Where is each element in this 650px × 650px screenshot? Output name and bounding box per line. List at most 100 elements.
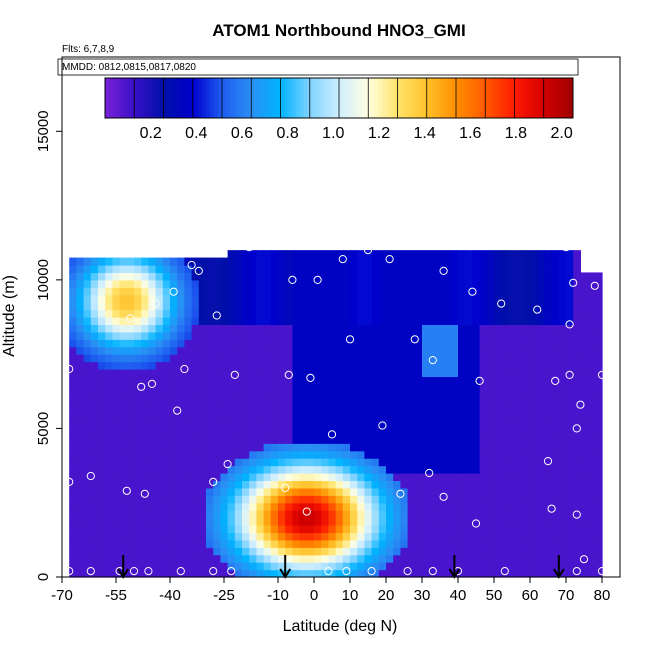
heatmap-cell bbox=[119, 287, 128, 296]
heatmap-cell bbox=[328, 309, 337, 318]
heatmap-cell bbox=[472, 517, 481, 526]
heatmap-cell bbox=[213, 294, 221, 303]
heatmap-cell bbox=[429, 465, 437, 474]
heatmap-cell bbox=[314, 569, 322, 578]
heatmap-cell bbox=[155, 398, 164, 407]
heatmap-cell bbox=[522, 450, 531, 459]
heatmap-cell bbox=[508, 398, 517, 407]
heatmap-cell bbox=[177, 435, 185, 444]
heatmap-cell bbox=[450, 309, 459, 318]
heatmap-cell bbox=[148, 569, 157, 578]
heatmap-cell bbox=[292, 502, 301, 511]
heatmap-cell bbox=[242, 331, 250, 340]
heatmap-cell bbox=[328, 376, 337, 385]
heatmap-cell bbox=[170, 391, 178, 400]
heatmap-cell bbox=[580, 554, 589, 563]
heatmap-cell bbox=[594, 339, 603, 348]
heatmap-cell bbox=[170, 413, 178, 422]
heatmap-cell bbox=[105, 279, 113, 288]
heatmap-cell bbox=[407, 525, 416, 534]
heatmap-cell bbox=[242, 413, 250, 422]
heatmap-cell bbox=[450, 346, 459, 355]
heatmap-cell bbox=[126, 421, 135, 430]
heatmap-cell bbox=[350, 517, 358, 526]
heatmap-cell bbox=[249, 547, 257, 556]
heatmap-cell bbox=[558, 443, 567, 452]
heatmap-cell bbox=[580, 510, 589, 519]
heatmap-cell bbox=[155, 324, 164, 333]
heatmap-cell bbox=[414, 406, 423, 415]
heatmap-cell bbox=[90, 562, 99, 571]
heatmap-cell bbox=[458, 458, 466, 467]
heatmap-cell bbox=[105, 539, 113, 548]
heatmap-cell bbox=[450, 406, 459, 415]
heatmap-cell bbox=[90, 502, 99, 511]
heatmap-cell bbox=[162, 354, 171, 363]
heatmap-cell bbox=[148, 331, 157, 340]
heatmap-cell bbox=[522, 487, 531, 496]
heatmap-cell bbox=[270, 539, 279, 548]
heatmap-cell bbox=[292, 525, 301, 534]
heatmap-cell bbox=[566, 391, 574, 400]
heatmap-cell bbox=[429, 510, 437, 519]
heatmap-cell bbox=[573, 250, 581, 259]
heatmap-cell bbox=[386, 294, 394, 303]
heatmap-cell bbox=[242, 502, 250, 511]
heatmap-cell bbox=[422, 331, 430, 340]
heatmap-cell bbox=[458, 443, 466, 452]
heatmap-cell bbox=[278, 331, 286, 340]
heatmap-cell bbox=[112, 532, 121, 541]
colorbar-segment bbox=[327, 78, 332, 118]
heatmap-cell bbox=[508, 532, 517, 541]
heatmap-cell bbox=[450, 272, 459, 281]
heatmap-cell bbox=[414, 361, 423, 370]
heatmap-cell bbox=[342, 458, 351, 467]
colorbar-segment bbox=[518, 78, 523, 118]
heatmap-cell bbox=[278, 302, 286, 311]
heatmap-cell bbox=[486, 369, 495, 378]
heatmap-cell bbox=[234, 510, 243, 519]
heatmap-cell bbox=[450, 354, 459, 363]
heatmap-cell bbox=[112, 383, 121, 392]
heatmap-cell bbox=[414, 569, 423, 578]
heatmap-cell bbox=[594, 317, 603, 326]
heatmap-cell bbox=[501, 435, 509, 444]
heatmap-cell bbox=[458, 473, 466, 482]
heatmap-cell bbox=[299, 554, 308, 563]
heatmap-cell bbox=[558, 391, 567, 400]
heatmap-cell bbox=[530, 413, 538, 422]
heatmap-cell bbox=[220, 554, 229, 563]
heatmap-cell bbox=[306, 376, 315, 385]
heatmap-cell bbox=[422, 569, 430, 578]
heatmap-cell bbox=[242, 554, 250, 563]
heatmap-cell bbox=[335, 480, 344, 489]
heatmap-cell bbox=[551, 294, 560, 303]
heatmap-cell bbox=[537, 302, 545, 311]
heatmap-cell bbox=[530, 421, 538, 430]
heatmap-cell bbox=[270, 406, 279, 415]
heatmap-cell bbox=[249, 272, 257, 281]
heatmap-cell bbox=[580, 539, 589, 548]
sample-point bbox=[569, 278, 578, 287]
heatmap-cell bbox=[198, 257, 207, 266]
colorbar-segment bbox=[522, 78, 527, 118]
heatmap-cell bbox=[378, 443, 387, 452]
heatmap-cell bbox=[76, 473, 85, 482]
heatmap-cell bbox=[314, 502, 322, 511]
heatmap-cell bbox=[558, 398, 567, 407]
heatmap-cell bbox=[119, 480, 128, 489]
heatmap-cell bbox=[400, 309, 409, 318]
heatmap-cell bbox=[378, 279, 387, 288]
heatmap-cell bbox=[436, 428, 445, 437]
heatmap-cell bbox=[155, 376, 164, 385]
heatmap-cell bbox=[350, 569, 358, 578]
heatmap-cell bbox=[501, 539, 509, 548]
heatmap-cell bbox=[105, 428, 113, 437]
heatmap-cell bbox=[494, 391, 502, 400]
heatmap-cell bbox=[587, 458, 596, 467]
heatmap-cell bbox=[378, 250, 387, 259]
heatmap-cell bbox=[537, 279, 545, 288]
heatmap-cell bbox=[594, 324, 603, 333]
heatmap-cell bbox=[112, 324, 121, 333]
heatmap-cell bbox=[170, 287, 178, 296]
